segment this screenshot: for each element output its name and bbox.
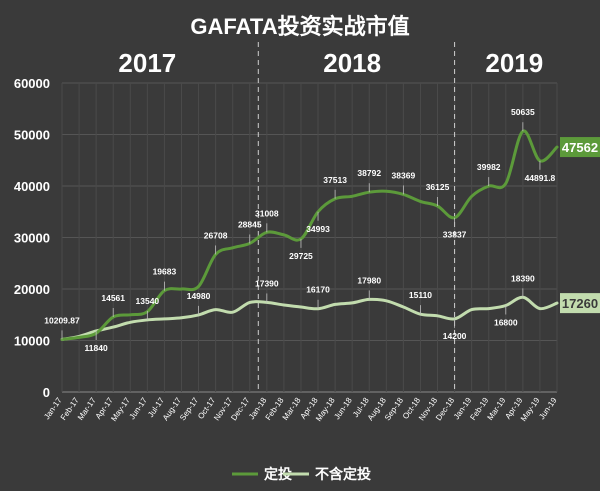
data-label: 31008 xyxy=(255,208,279,218)
data-label: 17980 xyxy=(357,275,381,285)
data-label: 19683 xyxy=(153,267,177,277)
data-label: 15110 xyxy=(409,290,432,300)
data-label: 14980 xyxy=(187,291,211,301)
data-label: 11840 xyxy=(85,343,108,353)
legend-label: 定投 xyxy=(264,466,292,482)
data-label: 28845 xyxy=(238,219,262,229)
data-label: 14561 xyxy=(101,293,125,303)
end-value-label: 17260 xyxy=(562,296,598,311)
end-value-label: 47562 xyxy=(562,140,598,155)
data-label: 37513 xyxy=(323,175,347,185)
data-label: 39982 xyxy=(477,162,501,172)
y-tick-label: 40000 xyxy=(14,179,50,194)
data-label: 14200 xyxy=(443,331,467,341)
year-label: 2018 xyxy=(323,48,381,78)
y-tick-label: 60000 xyxy=(14,76,50,91)
y-tick-label: 0 xyxy=(43,385,50,400)
data-label: 10209.87 xyxy=(44,315,80,325)
end-value-box xyxy=(560,137,600,158)
data-label: 13540 xyxy=(136,296,160,306)
data-label: 38792 xyxy=(357,168,381,178)
year-label: 2019 xyxy=(485,48,543,78)
series-line-dingtou xyxy=(60,129,559,341)
data-label: 17390 xyxy=(255,278,279,288)
y-tick-label: 20000 xyxy=(14,282,50,297)
data-label: 18390 xyxy=(511,273,535,283)
data-label: 34993 xyxy=(306,224,330,234)
data-label: 16800 xyxy=(494,317,518,327)
y-tick-label: 30000 xyxy=(14,231,50,246)
y-tick-label: 50000 xyxy=(14,128,50,143)
y-tick-label: 10000 xyxy=(14,334,50,349)
chart-title: GAFATA投资实战市值 xyxy=(190,14,409,39)
legend-label: 不含定投 xyxy=(315,466,371,482)
series-line-buhan-dingtou xyxy=(60,295,559,341)
data-label: 38369 xyxy=(392,170,416,180)
data-label: 16170 xyxy=(306,285,330,295)
data-label: 36125 xyxy=(426,182,450,192)
data-label: 44891.8 xyxy=(525,173,556,183)
data-label: 50635 xyxy=(511,107,535,117)
data-label: 26708 xyxy=(204,230,228,240)
data-label: 29725 xyxy=(289,251,313,261)
year-label: 2017 xyxy=(118,48,176,78)
end-value-box xyxy=(560,293,600,314)
data-label: 33837 xyxy=(443,230,467,240)
